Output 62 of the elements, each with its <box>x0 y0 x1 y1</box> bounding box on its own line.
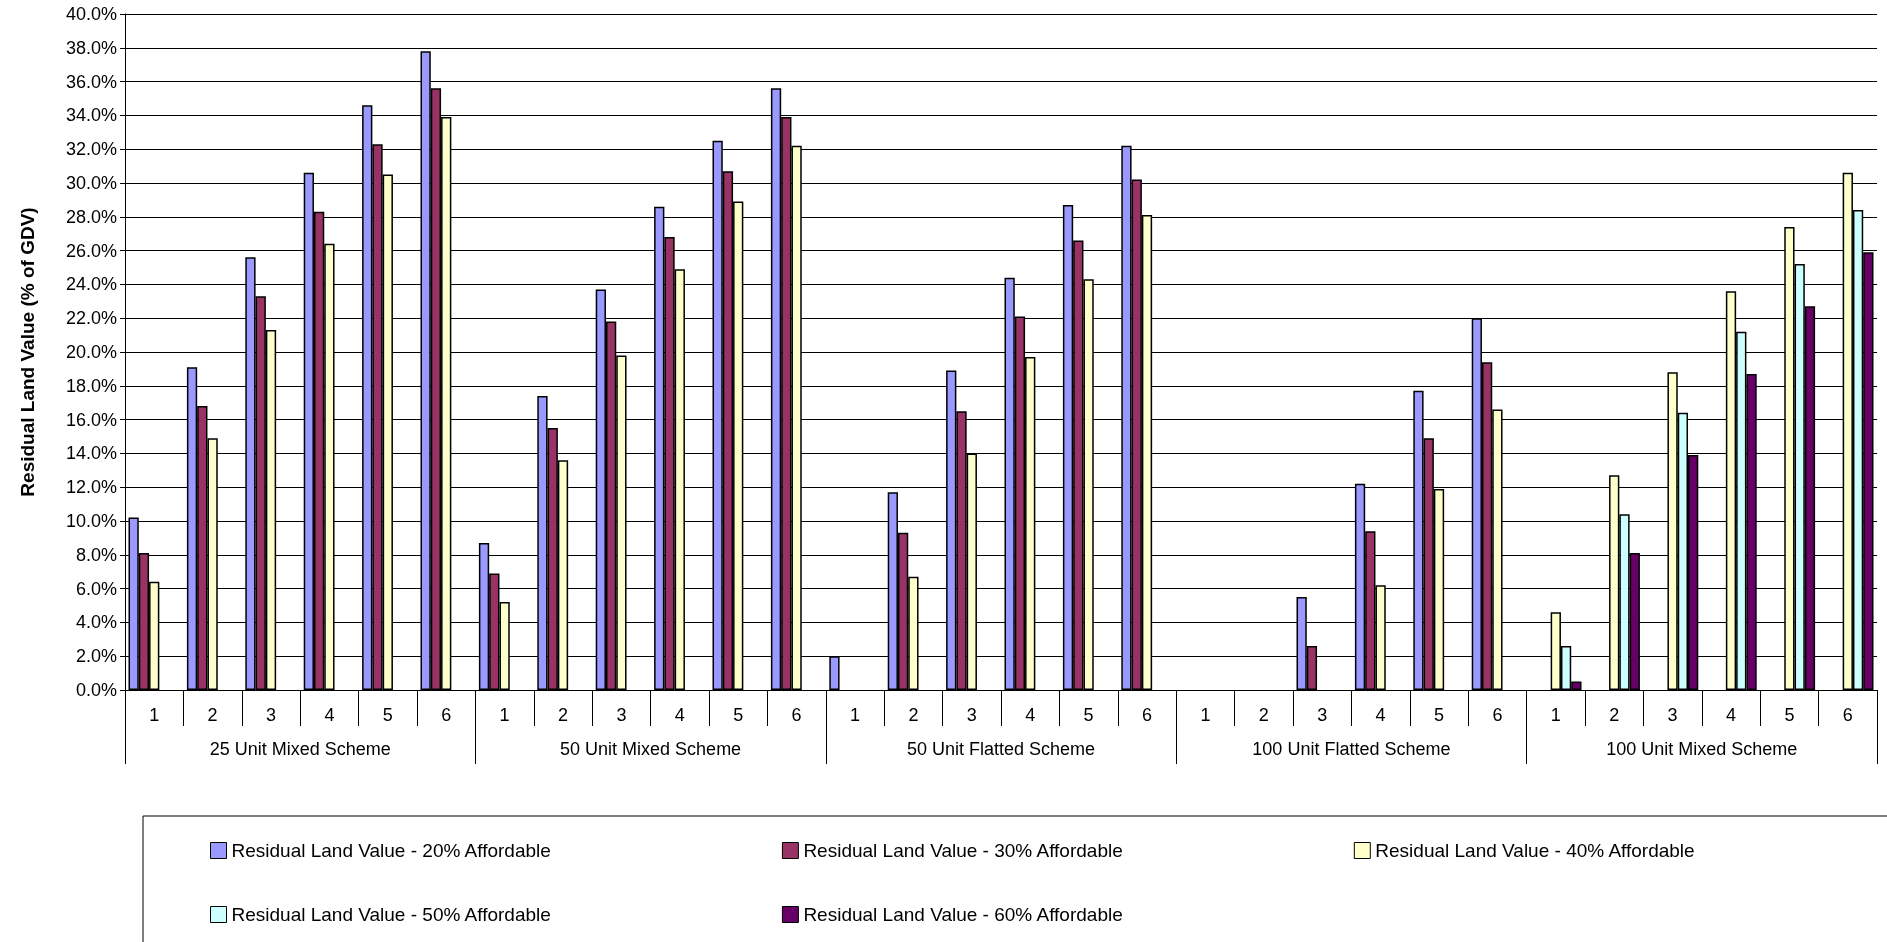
y-tick-label: 6.0% <box>75 578 117 599</box>
text: 50 Unit Flatted Scheme <box>906 739 1096 759</box>
legend-label: Residual Land Value - 40% Affordable <box>1375 840 1695 861</box>
x-tick-label: 4 <box>674 705 685 725</box>
y-tick-label: 20.0% <box>65 342 117 362</box>
text: 100 Unit Flatted Scheme <box>1252 739 1451 759</box>
x-tick-label: 2 <box>207 705 218 725</box>
x-tick-label: 2 <box>1609 705 1620 725</box>
x-tick-label: 3 <box>616 705 627 725</box>
text: 25 Unit Mixed Scheme <box>209 739 391 759</box>
x-tick-label: 1 <box>149 705 160 725</box>
x-tick-label: 1 <box>499 705 510 725</box>
x-tick-label: 2 <box>1258 705 1269 725</box>
x-tick-label: 3 <box>1667 705 1678 725</box>
x-tick-label: 3 <box>1317 705 1328 725</box>
y-tick-label: 0.0% <box>75 680 117 700</box>
y-tick-label: 40.0% <box>65 4 117 24</box>
x-tick-label: 1 <box>1550 705 1561 725</box>
x-tick-label: 2 <box>908 705 919 725</box>
y-tick-label: 28.0% <box>65 206 117 227</box>
x-tick-label: 5 <box>1083 705 1094 725</box>
x-tick-label: 4 <box>1725 705 1737 725</box>
y-tick-label: 2.0% <box>75 646 117 667</box>
y-axis-title: Residual Land Value (% of GDV) <box>17 207 38 497</box>
x-tick-label: 6 <box>1141 705 1153 725</box>
y-tick-label: 14.0% <box>65 443 117 464</box>
x-tick-label: 6 <box>791 705 802 725</box>
legend-label: Residual Land Value - 30% Affordable <box>803 840 1123 861</box>
y-tick-label: 24.0% <box>65 274 117 295</box>
x-tick-label: 5 <box>733 705 744 725</box>
y-tick-label: 26.0% <box>65 240 117 261</box>
y-tick-label: 4.0% <box>75 612 117 633</box>
legend-label: Residual Land Value - 60% Affordable <box>803 904 1123 925</box>
legend-label: Residual Land Value - 20% Affordable <box>231 840 551 861</box>
x-tick-label: 5 <box>382 705 393 725</box>
x-tick-label: 6 <box>1492 705 1503 725</box>
x-tick-label: 4 <box>324 705 335 725</box>
x-tick-label: 3 <box>265 705 277 725</box>
y-tick-label: 8.0% <box>75 544 117 565</box>
x-tick-label: 5 <box>1784 705 1795 725</box>
x-tick-label: 3 <box>966 705 977 725</box>
text: 50 Unit Mixed Scheme <box>560 739 742 759</box>
x-tick-label: 4 <box>1375 705 1386 725</box>
y-tick-label: 10.0% <box>65 511 117 531</box>
x-tick-label: 6 <box>1842 705 1853 725</box>
x-tick-label: 4 <box>1025 705 1036 725</box>
text: 100 Unit Mixed Scheme <box>1606 739 1798 759</box>
y-tick-label: 12.0% <box>65 477 117 498</box>
x-tick-label: 6 <box>441 705 452 725</box>
y-tick-label: 32.0% <box>65 139 117 160</box>
y-tick-label: 34.0% <box>65 105 117 126</box>
y-tick-label: 38.0% <box>65 37 117 58</box>
y-tick-label: 30.0% <box>65 173 117 193</box>
x-tick-label: 5 <box>1433 705 1445 725</box>
y-tick-label: 22.0% <box>65 308 117 329</box>
x-tick-label: 1 <box>849 705 861 725</box>
y-tick-label: 16.0% <box>65 409 117 430</box>
x-tick-label: 2 <box>557 705 569 725</box>
legend-label: Residual Land Value - 50% Affordable <box>231 904 551 925</box>
y-tick-label: 36.0% <box>65 71 117 92</box>
x-tick-label: 1 <box>1200 705 1211 725</box>
y-tick-label: 18.0% <box>65 375 117 396</box>
